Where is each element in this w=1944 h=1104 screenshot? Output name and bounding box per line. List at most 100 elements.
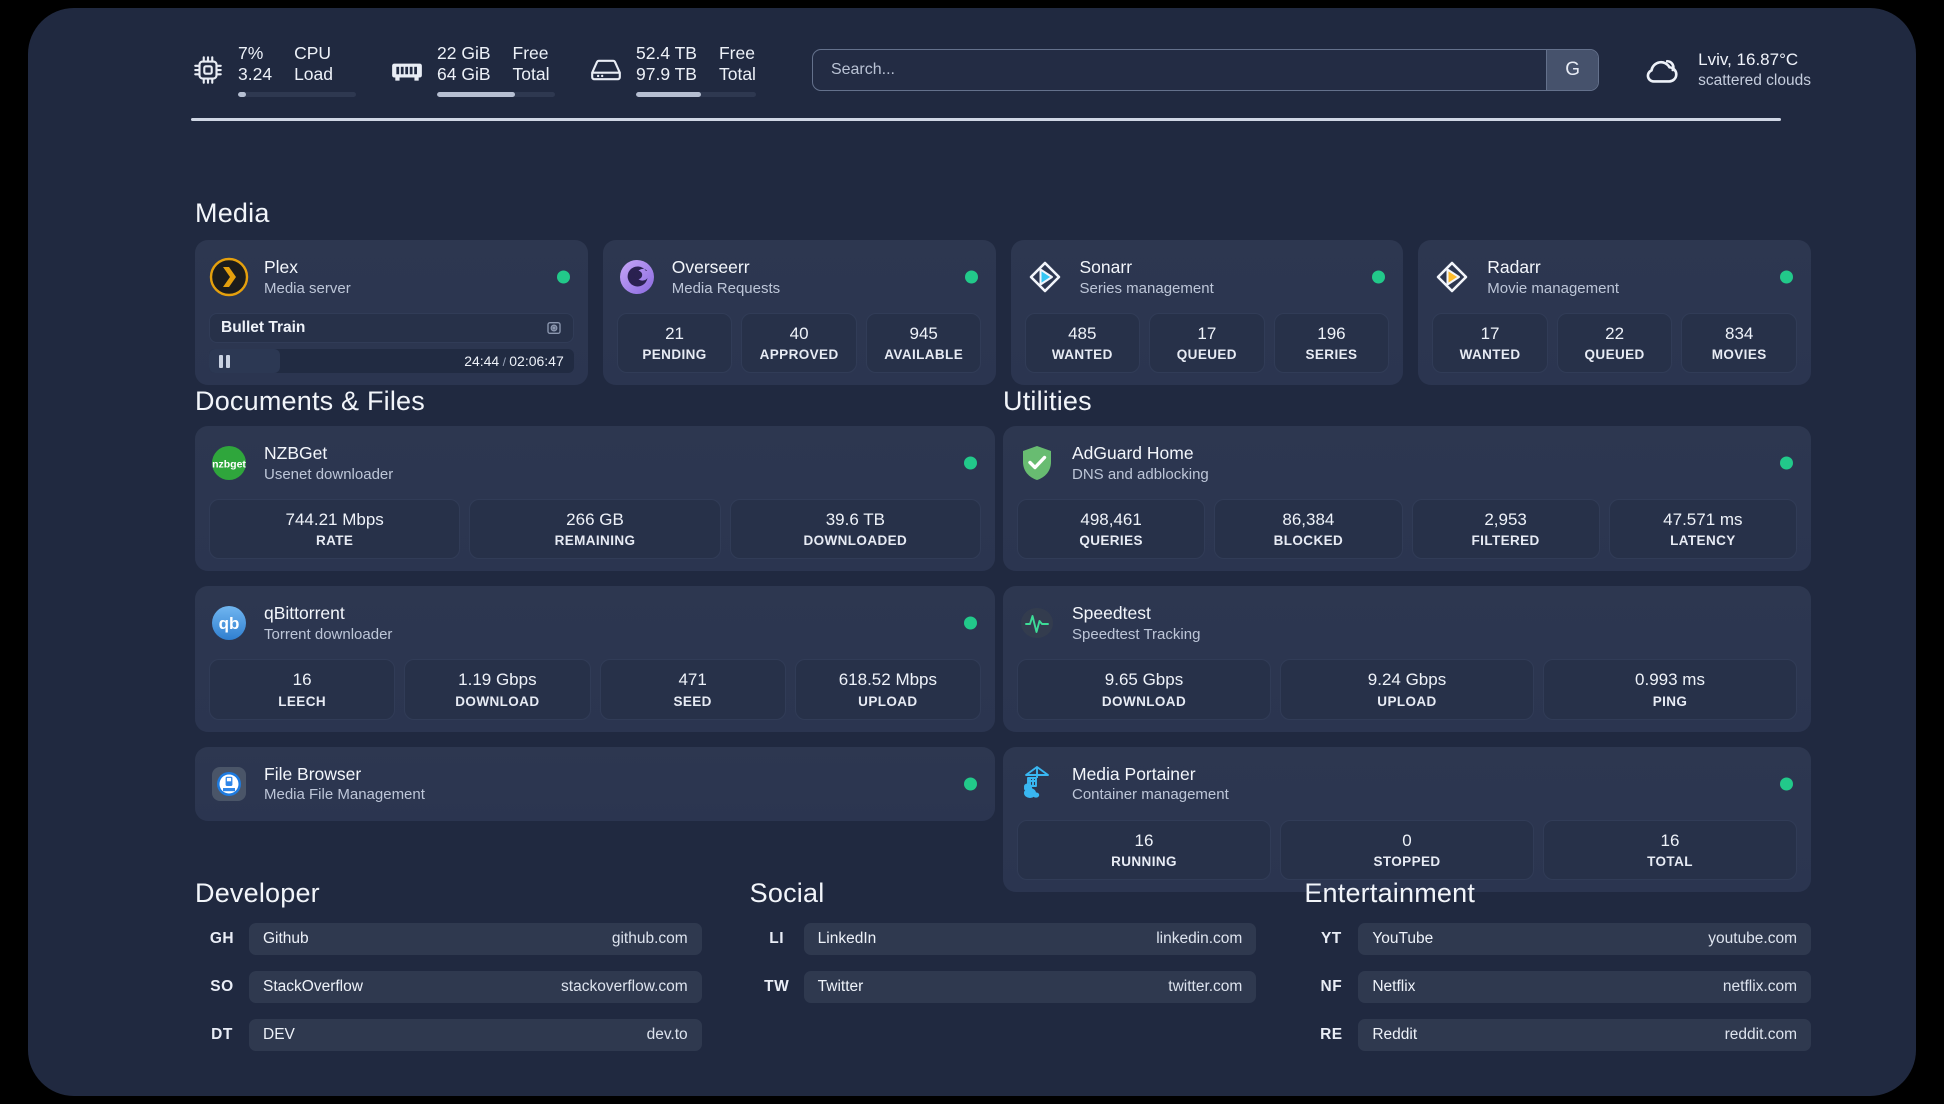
stat-label: APPROVED	[759, 347, 839, 363]
bookmark-link[interactable]: LinkedIn linkedin.com	[803, 923, 1257, 955]
bookmark-link[interactable]: Reddit reddit.com	[1358, 1019, 1812, 1051]
card-title-block: NZBGet Usenet downloader	[264, 442, 393, 484]
bookmark-abbr: RE	[1320, 1026, 1343, 1043]
card-app-description: DNS and adblocking	[1072, 465, 1209, 483]
bookmark-link[interactable]: Github github.com	[249, 923, 702, 955]
card-app-description: Series management	[1079, 279, 1214, 297]
bookmark-url: linkedin.com	[1156, 930, 1243, 947]
weather-condition: scattered clouds	[1698, 71, 1811, 89]
stat-tile: 196 SERIES	[1273, 313, 1390, 374]
resource-value-bottom: Total	[718, 64, 756, 84]
status-indicator-online	[1780, 456, 1793, 470]
card-app-name: Radarr	[1487, 257, 1541, 278]
card-title-block: Media Portainer Container management	[1072, 763, 1229, 805]
status-indicator-online	[964, 270, 978, 284]
document-card[interactable]: nzbget NZBGet Usenet downloader 744.21 M…	[195, 426, 995, 572]
card-app-name: File Browser	[264, 763, 362, 784]
utility-card[interactable]: Media Portainer Container management 16 …	[1003, 746, 1811, 892]
card-title-block: Radarr Movie management	[1487, 256, 1619, 298]
resource-value-bottom: Total	[512, 64, 550, 84]
adguard-shield-icon	[1017, 443, 1057, 483]
search-bar[interactable]: G	[811, 49, 1600, 91]
plex-icon	[209, 257, 249, 297]
document-card[interactable]: File Browser Media File Management	[195, 746, 995, 821]
stat-label: BLOCKED	[1273, 533, 1344, 549]
player-progress-bar[interactable]: 24:44 / 02:06:47	[209, 349, 574, 373]
player-time: 24:44 / 02:06:47	[464, 353, 564, 369]
bookmark-link[interactable]: StackOverflow stackoverflow.com	[249, 971, 702, 1003]
card-app-name: qBittorrent	[264, 603, 345, 624]
bookmark-row[interactable]: SO StackOverflow stackoverflow.com	[195, 971, 702, 1003]
bookmark-abbr: TW	[764, 978, 790, 995]
bookmark-url: dev.to	[646, 1026, 688, 1043]
stat-label: REMAINING	[554, 533, 636, 549]
stat-label: TOTAL	[1647, 853, 1693, 869]
bookmark-row[interactable]: NF Netflix netflix.com	[1304, 971, 1812, 1003]
utilities-card-column: AdGuard Home DNS and adblocking 498,461 …	[1003, 426, 1811, 892]
card-header: Speedtest Speedtest Tracking	[1017, 598, 1797, 648]
resource-value-top: CPU	[294, 43, 332, 64]
bookmark-link[interactable]: YouTube youtube.com	[1358, 923, 1812, 955]
stat-label: DOWNLOADED	[803, 533, 908, 549]
card-app-description: Usenet downloader	[264, 465, 394, 483]
stat-tile: 40 APPROVED	[741, 313, 857, 374]
document-card[interactable]: qb qBittorrent Torrent downloader 16 LEE…	[195, 586, 995, 732]
qbittorrent-icon: qb	[209, 603, 249, 643]
utility-card[interactable]: Speedtest Speedtest Tracking 9.65 Gbps D…	[1003, 586, 1811, 732]
media-card[interactable]: Sonarr Series management 485 WANTED 17 QU…	[1010, 240, 1404, 386]
card-app-name: Sonarr	[1079, 257, 1133, 278]
status-indicator-online	[964, 777, 977, 790]
bookmark-abbr: YT	[1320, 930, 1342, 947]
card-title-block: Sonarr Series management	[1080, 256, 1214, 298]
stat-label: PING	[1652, 693, 1688, 709]
section-title-utilities: Utilities	[1003, 386, 1092, 416]
resource-readout: 7% 3.24 CPU Load	[238, 43, 356, 97]
card-title-block: qBittorrent Torrent downloader	[264, 602, 392, 644]
stat-label: WANTED	[1051, 347, 1113, 363]
card-header: qb qBittorrent Torrent downloader	[209, 598, 981, 648]
search-engine-button[interactable]: G	[1546, 50, 1599, 90]
card-app-name: Media Portainer	[1072, 763, 1196, 784]
resource-value-top: Free	[718, 43, 755, 64]
stat-value: 498,461	[1080, 510, 1142, 529]
stat-label: UPLOAD	[858, 693, 918, 709]
bookmark-row[interactable]: RE Reddit reddit.com	[1304, 1019, 1812, 1051]
stat-value: 618.52 Mbps	[838, 670, 938, 690]
stat-label: QUEUED	[1584, 347, 1645, 363]
utility-card[interactable]: AdGuard Home DNS and adblocking 498,461 …	[1003, 426, 1811, 572]
stat-tile: 86,384 BLOCKED	[1214, 499, 1403, 560]
bookmark-link[interactable]: Twitter twitter.com	[803, 971, 1257, 1003]
bookmark-row[interactable]: DT DEV dev.to	[195, 1019, 702, 1051]
bookmark-link[interactable]: Netflix netflix.com	[1358, 971, 1812, 1003]
cast-icon[interactable]	[546, 320, 562, 336]
bookmark-group: Developer GH Github github.com SO StackO…	[195, 878, 702, 1067]
bookmark-name: Twitter	[817, 978, 864, 995]
stat-tile: 498,461 QUERIES	[1017, 499, 1206, 560]
stat-row: 744.21 Mbps RATE 266 GB REMAINING 39.6 TB …	[209, 499, 981, 560]
media-card[interactable]: Radarr Movie management 17 WANTED 22 QUEU…	[1418, 240, 1811, 386]
stat-value: 86,384	[1282, 510, 1335, 529]
bookmark-row[interactable]: LI LinkedIn linkedin.com	[750, 923, 1257, 955]
media-card[interactable]: Plex Media server Bullet Train 24:44 / 0…	[195, 240, 588, 386]
stat-value: 39.6 TB	[825, 510, 885, 529]
resource-column: CPU Load	[294, 43, 333, 84]
resource-usage-bar	[238, 91, 356, 97]
now-playing-bar: Bullet Train	[209, 313, 574, 343]
status-indicator-online	[1372, 270, 1386, 284]
resource-value-top: 22 GiB	[437, 43, 491, 64]
bookmark-row[interactable]: GH Github github.com	[195, 923, 702, 955]
search-input[interactable]	[812, 50, 1547, 90]
bookmark-row[interactable]: TW Twitter twitter.com	[750, 971, 1257, 1003]
stat-label: MOVIES	[1711, 347, 1767, 363]
bookmark-url: netflix.com	[1722, 978, 1798, 995]
stat-value: 744.21 Mbps	[285, 510, 384, 529]
resource-value-top: 52.4 TB	[636, 43, 697, 64]
pause-icon[interactable]	[219, 354, 230, 368]
bookmark-row[interactable]: YT YouTube youtube.com	[1304, 923, 1812, 955]
media-card[interactable]: Overseerr Media Requests 21 PENDING 40 AP…	[602, 240, 996, 386]
stat-label: RUNNING	[1111, 853, 1177, 869]
bookmark-link[interactable]: DEV dev.to	[249, 1019, 702, 1051]
bookmark-url: youtube.com	[1708, 930, 1798, 947]
card-title-block: Overseerr Media Requests	[672, 256, 780, 298]
stat-row: 16 LEECH 1.19 Gbps DOWNLOAD 471 SEED 618.52…	[209, 659, 981, 720]
